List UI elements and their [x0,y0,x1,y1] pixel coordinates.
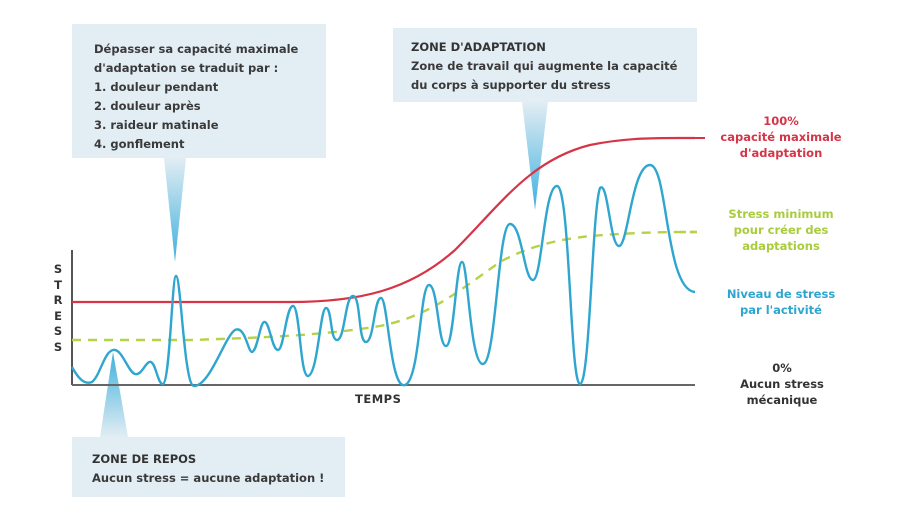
overload-item: 1. douleur pendant [94,80,219,94]
capacity-label-percent: 100% [763,114,799,128]
y-axis-letter: S [53,339,63,354]
rest-pointer [100,352,128,437]
rest-zone-text: Aucun stress = aucune adaptation ! [92,471,325,485]
minimum-stress-curve [72,230,696,342]
adaptation-zone-title: ZONE D'ADAPTATION [411,40,546,54]
rest-zone-callout: ZONE DE REPOS Aucun stress = aucune adap… [72,437,345,497]
capacity-label: 100% capacité maximale d'adaptation [706,113,856,161]
capacity-label-text-2: d'adaptation [739,146,823,160]
adaptation-zone-text-2: du corps à supporter du stress [411,78,611,92]
x-axis-label: TEMPS [355,392,402,406]
overload-title-2: d'adaptation se traduit par : [94,61,279,75]
y-axis-letter: S [53,262,63,276]
activity-stress-label: Niveau de stress par l'activité [706,286,856,318]
y-axis-label: S T R E S S [51,262,65,355]
y-axis-letter: S [53,324,63,338]
minimum-stress-label-3: adaptations [742,239,820,253]
capacity-label-text: capacité maximale [720,130,842,144]
zero-stress-label-2: mécanique [746,393,818,407]
zero-stress-label-percent: 0% [772,361,792,375]
y-axis-letter: T [54,277,62,292]
minimum-stress-label-1: Stress minimum [728,207,834,221]
zero-stress-label: 0% Aucun stress mécanique [712,360,852,408]
minimum-stress-label: Stress minimum pour créer des adaptation… [706,206,856,254]
overload-title: Dépasser sa capacité maximale [94,42,299,56]
activity-stress-label-1: Niveau de stress [726,287,836,301]
y-axis-letter: R [53,293,63,307]
capacity-curve [72,136,696,304]
adaptation-zone-text-1: Zone de travail qui augmente la capacité [411,59,678,73]
activity-stress-label-2: par l'activité [740,303,822,317]
overload-item: 4. gonflement [94,137,185,151]
overload-callout: Dépasser sa capacité maximale d'adaptati… [72,24,326,158]
minimum-stress-label-2: pour créer des [733,223,829,237]
y-axis-letter: E [54,308,62,323]
overload-item: 3. raideur matinale [94,118,219,132]
overload-pointer [164,158,186,262]
adaptation-zone-callout: ZONE D'ADAPTATION Zone de travail qui au… [393,28,697,102]
overload-item: 2. douleur après [94,99,201,113]
rest-zone-title: ZONE DE REPOS [92,452,197,466]
adaptation-pointer [522,102,548,210]
zero-stress-label-1: Aucun stress [740,377,824,391]
activity-curve [70,163,696,388]
